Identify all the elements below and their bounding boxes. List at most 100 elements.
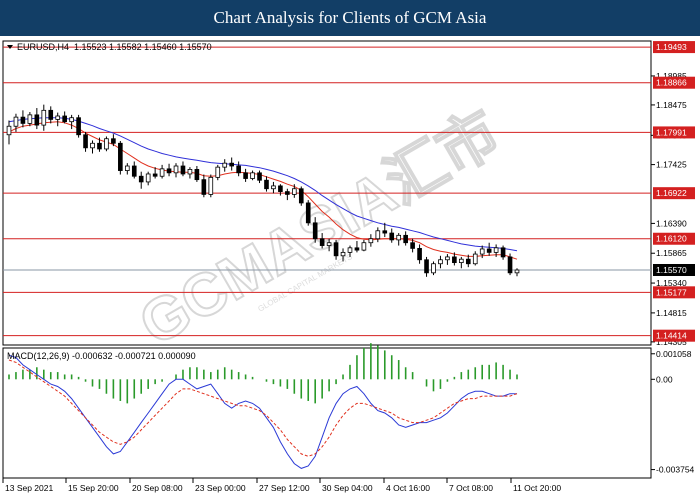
macd-signal-line (8, 359, 518, 457)
candle-body (347, 247, 353, 253)
macd-line (8, 354, 517, 469)
sma-blue-line (8, 117, 518, 252)
candle-body (479, 248, 485, 255)
eurusd-chart: GCMASIA汇市 GLOBAL CAPITAL MARKETS 1.18985… (2, 40, 695, 493)
candle-body (333, 242, 339, 257)
time-axis: 13 Sep 2021 15 Sep 20:00 20 Sep 08:00 23 Se… (2, 478, 561, 493)
candle-body (382, 230, 388, 234)
price-axis: 1.189851.184751.179401.174251.163901.158… (651, 71, 687, 347)
candle-body (438, 259, 443, 265)
candle-body (375, 230, 381, 240)
candle-body (486, 248, 492, 253)
x-tick-label: 27 Sep 12:00 (259, 483, 310, 493)
candle-body (514, 269, 520, 274)
level-label-box (653, 329, 695, 342)
x-tick-label: 15 Sep 20:00 (68, 483, 119, 493)
macd-y-tick-label: 0.00 (656, 374, 673, 384)
candle-body (90, 142, 95, 149)
current-price-box (653, 263, 695, 276)
candle-body (264, 179, 269, 190)
candle-body (97, 142, 102, 150)
macd-indicator: 0.001058 0.00 -0.003754 (8, 343, 695, 475)
macd-y-tick-label: 0.001058 (656, 349, 692, 359)
x-tick-label: 4 Oct 16:00 (386, 483, 430, 493)
candle-body (368, 238, 374, 244)
candle-body (48, 109, 54, 120)
candle-body (445, 256, 450, 261)
candle-body (180, 165, 186, 175)
candle-body (145, 173, 151, 183)
candle-body (41, 109, 47, 126)
level-label-box (653, 187, 695, 200)
candle-body (285, 191, 290, 195)
dropdown-triangle-icon[interactable] (7, 45, 13, 49)
x-tick-label: 30 Sep 04:00 (322, 483, 373, 493)
candle-body (13, 116, 19, 127)
candle-body (403, 234, 408, 244)
candle-body (6, 125, 12, 136)
level-labels: 1.19493 1.18866 1.17991 1.16922 1.16120 1.151… (653, 41, 695, 342)
candle-body (292, 188, 297, 195)
level-label: 1.19493 (656, 42, 687, 52)
candle-body (222, 162, 228, 168)
y-tick-label: 1.15865 (656, 248, 687, 258)
candle-body (361, 242, 367, 251)
candle-body (69, 117, 74, 123)
x-tick-label: 11 Oct 20:00 (513, 483, 561, 493)
candle-body (159, 168, 165, 177)
candle-body (250, 172, 255, 179)
candle-body (472, 253, 478, 265)
current-price-label: 1.15570 (656, 265, 687, 275)
level-label-box (653, 126, 695, 139)
level-label: 1.18866 (656, 78, 687, 88)
level-label: 1.16120 (656, 234, 687, 244)
candle-body (243, 172, 248, 179)
chart-banner: Chart Analysis for Clients of GCM Asia (0, 0, 700, 36)
candle-body (62, 115, 67, 123)
level-label: 1.15177 (656, 287, 687, 297)
y-tick-label: 1.17425 (656, 160, 687, 170)
y-tick-label: 1.18475 (656, 100, 687, 110)
candle-body (166, 168, 172, 174)
candle-body (76, 117, 81, 136)
candle-body (298, 188, 304, 204)
y-tick-label: 1.14815 (656, 308, 687, 318)
banner-title: Chart Analysis for Clients of GCM Asia (213, 8, 487, 27)
macd-header: MACD(12,26,9) -0.000632 -0.000721 0.0000… (7, 351, 196, 361)
candle-body (131, 165, 137, 177)
candle-body (229, 162, 234, 167)
level-label-box (653, 76, 695, 89)
candle-body (34, 114, 40, 126)
candle-body (500, 247, 506, 258)
candle-body (424, 259, 429, 274)
candle-body (326, 242, 332, 246)
candle-body (152, 173, 158, 177)
y-tick-label: 1.14305 (656, 337, 687, 347)
candle-body (459, 258, 464, 264)
candle-body (236, 165, 241, 174)
candle-body (257, 172, 262, 181)
candle-body (396, 234, 402, 241)
candle-body (465, 258, 471, 265)
candle-body (417, 248, 422, 261)
level-label-box (653, 286, 695, 299)
y-tick-label: 1.16390 (656, 218, 687, 228)
y-tick-label: 1.18985 (656, 71, 687, 81)
level-label-box (653, 41, 695, 54)
level-label: 1.17991 (656, 127, 687, 137)
moving-averages (8, 117, 518, 260)
candle-body (55, 115, 61, 120)
candle-body (111, 138, 116, 144)
candle-body (187, 169, 193, 175)
sma-red-line (8, 121, 518, 260)
symbol-header: EURUSD,H4 1.15523 1.15582 1.15460 1.1557… (17, 42, 212, 52)
candle-body (215, 166, 221, 178)
candle-body (173, 165, 179, 174)
candle-body (389, 232, 395, 241)
candle-body (118, 142, 123, 171)
x-tick-label: 23 Sep 00:00 (195, 483, 246, 493)
candle-body (138, 175, 144, 183)
candle-body (312, 222, 318, 240)
x-tick-label: 13 Sep 2021 (5, 483, 53, 493)
candles (6, 104, 520, 277)
